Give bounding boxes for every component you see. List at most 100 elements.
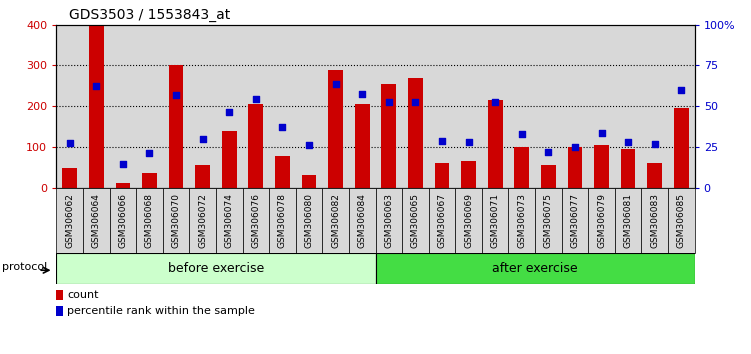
Point: [489, 99, 501, 105]
Bar: [615, 25, 641, 188]
Bar: [376, 188, 402, 253]
Text: GSM306078: GSM306078: [278, 193, 287, 248]
Text: GSM306066: GSM306066: [119, 193, 128, 248]
Bar: [89, 25, 104, 188]
Bar: [594, 145, 609, 188]
Text: GSM306069: GSM306069: [464, 193, 473, 248]
Bar: [349, 25, 376, 188]
Bar: [568, 147, 582, 188]
Point: [516, 131, 528, 137]
Bar: [588, 25, 615, 188]
Bar: [216, 25, 243, 188]
Bar: [56, 25, 83, 188]
Text: before exercise: before exercise: [167, 262, 264, 275]
Point: [622, 139, 634, 145]
Text: GSM306073: GSM306073: [517, 193, 526, 248]
Point: [330, 81, 342, 87]
Bar: [296, 25, 322, 188]
Text: GSM306067: GSM306067: [438, 193, 447, 248]
Text: GSM306085: GSM306085: [677, 193, 686, 248]
Text: GSM306068: GSM306068: [145, 193, 154, 248]
Bar: [402, 25, 429, 188]
Bar: [136, 25, 163, 188]
Bar: [674, 108, 689, 188]
Bar: [163, 188, 189, 253]
Bar: [508, 25, 535, 188]
Point: [463, 139, 475, 144]
Bar: [615, 188, 641, 253]
Bar: [296, 188, 322, 253]
Bar: [83, 25, 110, 188]
Bar: [222, 131, 237, 188]
Text: GSM306079: GSM306079: [597, 193, 606, 248]
Text: GSM306077: GSM306077: [571, 193, 580, 248]
Bar: [435, 163, 449, 188]
Text: GSM306065: GSM306065: [411, 193, 420, 248]
Bar: [382, 84, 396, 188]
Point: [675, 87, 687, 93]
Point: [143, 150, 155, 156]
Text: GDS3503 / 1553843_at: GDS3503 / 1553843_at: [69, 8, 231, 22]
Point: [409, 99, 421, 105]
Bar: [322, 188, 349, 253]
Bar: [189, 25, 216, 188]
Bar: [455, 25, 482, 188]
Bar: [647, 163, 662, 188]
Bar: [535, 188, 562, 253]
Point: [64, 140, 76, 146]
Point: [223, 109, 235, 115]
Point: [197, 136, 209, 142]
Point: [596, 130, 608, 136]
Bar: [136, 188, 163, 253]
Bar: [56, 290, 63, 300]
Text: GSM306075: GSM306075: [544, 193, 553, 248]
Bar: [641, 188, 668, 253]
Bar: [429, 188, 455, 253]
Bar: [328, 70, 343, 188]
Bar: [110, 25, 136, 188]
Bar: [376, 253, 695, 284]
Bar: [588, 188, 615, 253]
Text: GSM306084: GSM306084: [357, 193, 366, 248]
Text: GSM306083: GSM306083: [650, 193, 659, 248]
Bar: [355, 104, 369, 188]
Bar: [322, 25, 349, 188]
Bar: [668, 188, 695, 253]
Bar: [243, 188, 269, 253]
Bar: [455, 188, 482, 253]
Text: GSM306062: GSM306062: [65, 193, 74, 248]
Bar: [668, 25, 695, 188]
Text: GSM306081: GSM306081: [623, 193, 632, 248]
Bar: [541, 165, 556, 188]
Point: [649, 141, 661, 147]
Point: [117, 161, 129, 167]
Bar: [376, 25, 402, 188]
Bar: [349, 188, 376, 253]
Bar: [56, 188, 83, 253]
Point: [356, 91, 368, 97]
Text: GSM306072: GSM306072: [198, 193, 207, 248]
Bar: [56, 253, 376, 284]
Bar: [514, 147, 529, 188]
Point: [542, 149, 554, 155]
Bar: [189, 188, 216, 253]
Text: GSM306080: GSM306080: [304, 193, 313, 248]
Bar: [408, 78, 423, 188]
Text: after exercise: after exercise: [492, 262, 578, 275]
Bar: [83, 188, 110, 253]
Bar: [142, 173, 157, 188]
Bar: [429, 25, 455, 188]
Bar: [243, 25, 269, 188]
Bar: [461, 161, 476, 188]
Bar: [562, 25, 588, 188]
Bar: [482, 25, 508, 188]
Bar: [562, 188, 588, 253]
Text: GSM306082: GSM306082: [331, 193, 340, 248]
Text: GSM306071: GSM306071: [490, 193, 499, 248]
Bar: [62, 168, 77, 188]
Bar: [488, 100, 502, 188]
Bar: [56, 306, 63, 316]
Text: GSM306070: GSM306070: [171, 193, 180, 248]
Point: [569, 144, 581, 150]
Point: [170, 92, 182, 98]
